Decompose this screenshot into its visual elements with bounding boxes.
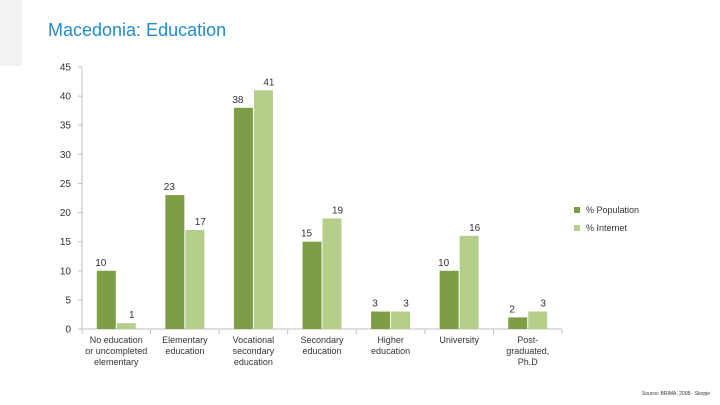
x-category-label-line: education <box>234 357 273 367</box>
data-label-population: 10 <box>95 258 107 269</box>
bar-population <box>439 270 459 329</box>
bar-internet <box>528 311 548 329</box>
y-tick-label: 10 <box>60 266 72 277</box>
x-category-label-line: education <box>371 346 410 356</box>
data-label-population: 2 <box>509 304 515 315</box>
x-category-label-line: No education <box>90 335 143 345</box>
legend-label-population: % Population <box>586 205 640 215</box>
x-category-label-line: Post- <box>517 335 538 345</box>
x-category-label-line: Vocational <box>233 335 275 345</box>
x-category-label-line: Higher <box>377 335 404 345</box>
data-label-population: 10 <box>438 258 450 269</box>
x-category-label-line: education <box>302 346 341 356</box>
bar-internet <box>253 90 273 330</box>
data-label-internet: 17 <box>195 217 207 228</box>
x-category-label-line: secondary <box>233 346 275 356</box>
bar-population <box>302 241 322 329</box>
x-category-label: Higher education <box>371 335 410 356</box>
y-tick-label: 40 <box>60 92 72 103</box>
data-label-internet: 3 <box>540 299 546 310</box>
y-tick-label: 35 <box>60 121 72 132</box>
x-category-label: Vocational secondary education <box>233 335 275 367</box>
bar-internet <box>322 218 342 329</box>
x-category-label-line: University <box>439 335 479 345</box>
y-tick-label: 0 <box>65 325 71 336</box>
x-category-label-line: graduated, <box>506 346 549 356</box>
legend-label-internet: % Internet <box>586 223 628 233</box>
bar-internet <box>391 311 411 329</box>
legend-swatch-population <box>574 207 580 213</box>
x-category-label: Post-graduated, Ph.D <box>506 335 549 367</box>
data-label-internet: 1 <box>129 310 135 321</box>
slide-tab-decoration <box>0 0 22 66</box>
x-category-label-line: elementary <box>94 357 139 367</box>
x-category-label-line: education <box>165 346 204 356</box>
y-tick-label: 45 <box>60 63 72 74</box>
bar-population <box>233 107 253 329</box>
bar-internet <box>116 323 136 329</box>
bar-population <box>371 311 391 329</box>
x-category-label-line: or uncompleted <box>85 346 147 356</box>
data-label-internet: 41 <box>263 77 275 88</box>
y-tick-label: 30 <box>60 150 72 161</box>
x-category-label: No education or uncompleted elementary <box>85 335 147 367</box>
x-category-label-line: Ph.D <box>518 357 539 367</box>
data-label-population: 23 <box>164 182 176 193</box>
y-tick-label: 20 <box>60 208 72 219</box>
x-category-label-line: Elementary <box>162 335 208 345</box>
source-note: Source: BRIMA, 2008 - Skopje <box>641 391 710 397</box>
bar-population <box>165 195 185 329</box>
bar-internet <box>185 230 205 329</box>
y-tick-label: 15 <box>60 237 72 248</box>
x-category-label-line: Secondary <box>300 335 344 345</box>
x-category-label: University <box>439 335 479 345</box>
chart-legend: % Population % Internet <box>574 201 639 237</box>
slide-title: Macedonia: Education <box>48 20 227 40</box>
legend-item-internet: % Internet <box>574 219 639 237</box>
bar-internet <box>459 235 479 329</box>
x-category-label: Elementary education <box>162 335 208 356</box>
y-tick-label: 25 <box>60 179 72 190</box>
data-label-population: 38 <box>232 95 244 106</box>
data-label-internet: 16 <box>469 223 481 234</box>
legend-item-population: % Population <box>574 201 639 219</box>
data-label-population: 3 <box>372 299 378 310</box>
x-category-label: Secondary education <box>300 335 344 356</box>
data-label-internet: 3 <box>403 299 409 310</box>
data-label-internet: 19 <box>332 205 344 216</box>
y-tick-label: 5 <box>65 295 71 306</box>
data-label-population: 15 <box>301 229 313 240</box>
bar-population <box>96 270 116 329</box>
bar-population <box>508 317 528 329</box>
legend-swatch-internet <box>574 225 580 231</box>
